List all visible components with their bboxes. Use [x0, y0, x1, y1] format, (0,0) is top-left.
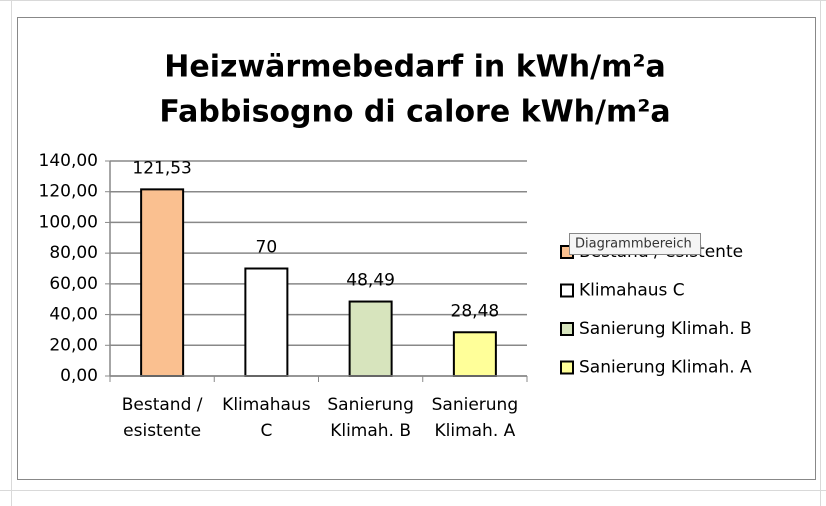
x-tick-label: Klimahaus C	[222, 395, 311, 441]
data-label: 28,48	[451, 301, 500, 321]
data-label: 121,53	[132, 158, 191, 178]
legend-label: Sanierung Klimah. A	[579, 358, 752, 378]
legend-swatch	[560, 322, 574, 336]
legend-swatch	[560, 283, 574, 298]
tooltip-text: Diagrammbereich	[575, 237, 692, 252]
bar	[244, 267, 289, 377]
chart-subtitle: Fabbisogno di calore kWh/m²a	[159, 95, 670, 130]
x-tick-label: Bestand / esistente	[122, 395, 203, 441]
y-tick-label: 80,00	[49, 243, 98, 263]
bar	[452, 331, 497, 377]
y-tick-label: 0,00	[60, 366, 98, 386]
y-tick-label: 140,00	[39, 151, 98, 171]
legend-label: Sanierung Klimah. B	[579, 319, 752, 339]
legend-swatch	[560, 360, 574, 375]
data-label: 48,49	[346, 271, 395, 291]
x-tick-label: Sanierung Klimah. A	[432, 395, 519, 441]
chart-title: Heizwärmebedarf in kWh/m²a	[164, 50, 665, 85]
y-tick-label: 20,00	[49, 335, 98, 355]
x-tick-label: Sanierung Klimah. B	[327, 395, 414, 441]
y-tick-label: 40,00	[49, 305, 98, 325]
bar	[140, 188, 185, 377]
legend-label: Klimahaus C	[579, 281, 685, 301]
bar	[348, 300, 393, 377]
tooltip: Diagrammbereich	[569, 233, 701, 255]
y-tick-label: 60,00	[49, 274, 98, 294]
data-label: 70	[256, 238, 278, 258]
y-tick-label: 100,00	[39, 212, 98, 232]
y-tick-label: 120,00	[39, 182, 98, 202]
